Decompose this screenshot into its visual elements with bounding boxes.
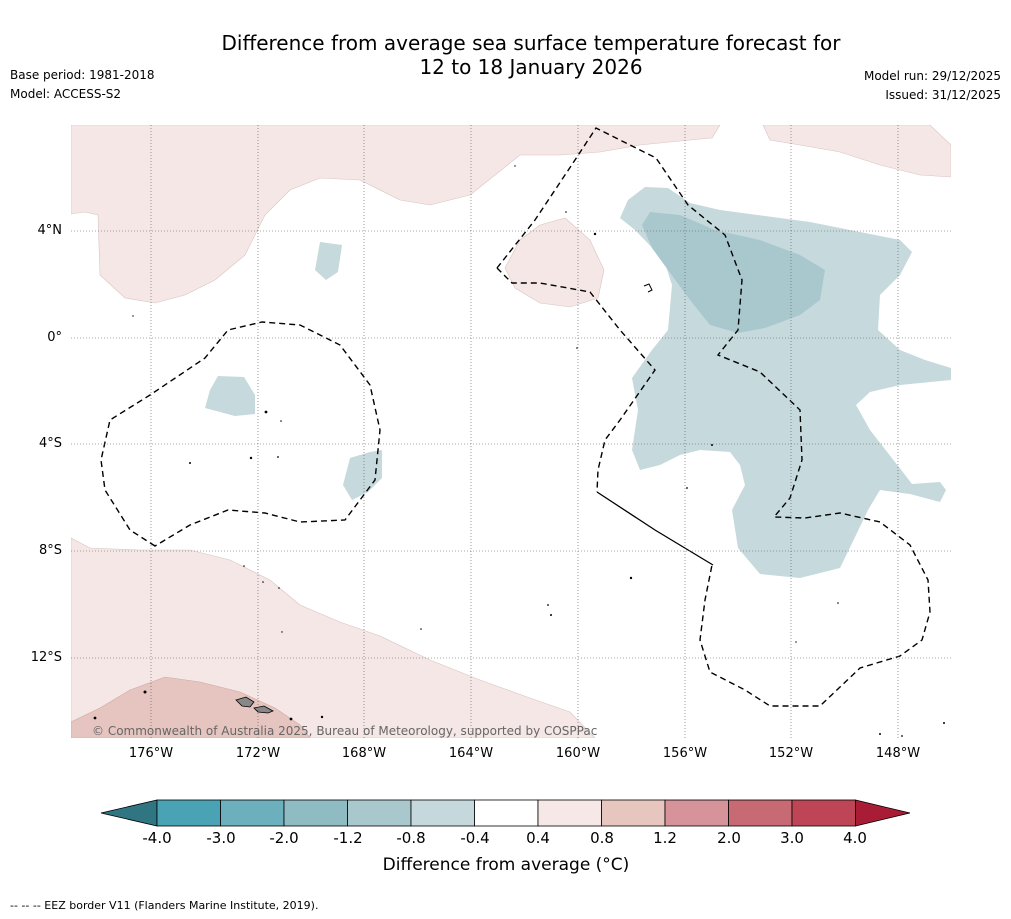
lon-label: 164°W <box>448 746 494 761</box>
cool-anomaly-east-core <box>642 212 825 333</box>
colorbar-extend-high <box>855 799 911 827</box>
colorbar-segment <box>728 799 793 827</box>
warm-anomaly-south-core <box>71 676 311 738</box>
issued-date: Issued: 31/12/2025 <box>885 88 1001 102</box>
colorbar-tick-label: 3.0 <box>780 829 804 847</box>
colorbar-segment <box>791 799 856 827</box>
eez-boundary-solid <box>596 491 714 566</box>
island-upolu <box>253 705 274 714</box>
colorbar-tick-label: -2.0 <box>269 829 299 847</box>
island-kiritimati <box>643 283 653 293</box>
colorbar-segment <box>664 799 729 827</box>
colorbar-tick-label: -3.0 <box>206 829 236 847</box>
eez-kiribati-west <box>496 267 656 493</box>
cool-anomaly-small-3 <box>343 450 382 500</box>
colorbar-title: Difference from average (°C) <box>382 855 630 875</box>
cool-anomaly-small-1 <box>315 242 342 280</box>
small-islands <box>93 165 945 737</box>
base-period: Base period: 1981-2018 <box>10 68 155 82</box>
colorbar-tick-label: 4.0 <box>843 829 867 847</box>
colorbar-segment <box>601 799 666 827</box>
lat-label: 4°S <box>38 436 62 451</box>
colorbar-tick-label: 0.4 <box>526 829 550 847</box>
colorbar-extend-low <box>100 799 158 827</box>
lat-label: 0° <box>47 330 62 345</box>
lon-label: 148°W <box>875 746 921 761</box>
cool-anomaly-small-2 <box>205 376 255 416</box>
eez-tokelau <box>100 321 381 547</box>
meta-right: Model run: 29/12/2025 Issued: 31/12/2025 <box>864 67 1001 105</box>
eez-legend-footnote: -- -- -- EEZ border V11 (Flanders Marine… <box>10 899 319 912</box>
lon-label: 156°W <box>662 746 708 761</box>
lon-label: 168°W <box>341 746 387 761</box>
colorbar-tick-label: 0.8 <box>590 829 614 847</box>
title-line-2: 12 to 18 January 2026 <box>419 55 643 79</box>
colorbar-tick-label: -0.4 <box>460 829 490 847</box>
colorbar-segment <box>410 799 475 827</box>
colorbar-tick-label: -0.8 <box>396 829 426 847</box>
colorbar-segment <box>283 799 348 827</box>
island-savaii <box>235 696 255 708</box>
colorbar-tick-label: -1.2 <box>333 829 363 847</box>
warm-anomaly-north-east <box>762 125 951 178</box>
colorbar-tick-label: -4.0 <box>142 829 172 847</box>
lon-label: 160°W <box>555 746 601 761</box>
colorbar-tick-label: 2.0 <box>717 829 741 847</box>
lon-label: 152°W <box>768 746 814 761</box>
lon-label: 176°W <box>128 746 174 761</box>
graticule <box>71 125 951 738</box>
colorbar-segment <box>537 799 602 827</box>
colorbar <box>100 799 911 827</box>
colorbar-segment <box>347 799 412 827</box>
chart-title: Difference from average sea surface temp… <box>0 31 1011 79</box>
lat-label: 4°N <box>37 223 63 238</box>
colorbar-segment <box>156 799 221 827</box>
copyright-notice: © Commonwealth of Australia 2025, Bureau… <box>92 724 598 738</box>
warm-anomaly-central <box>504 217 605 308</box>
colorbar-segment <box>220 799 285 827</box>
lat-label: 12°S <box>30 650 62 665</box>
eez-borders <box>100 127 931 707</box>
colorbar-segment <box>474 799 539 827</box>
colorbar-tick-label: 1.2 <box>653 829 677 847</box>
lat-label: 8°S <box>38 543 62 558</box>
model-run: Model run: 29/12/2025 <box>863 69 1001 83</box>
eez-kiribati-line <box>496 127 931 707</box>
title-line-1: Difference from average sea surface temp… <box>221 31 841 55</box>
lon-label: 172°W <box>235 746 281 761</box>
model-name: Model: ACCESS-S2 <box>10 87 122 101</box>
meta-left: Base period: 1981-2018 Model: ACCESS-S2 <box>10 66 155 104</box>
